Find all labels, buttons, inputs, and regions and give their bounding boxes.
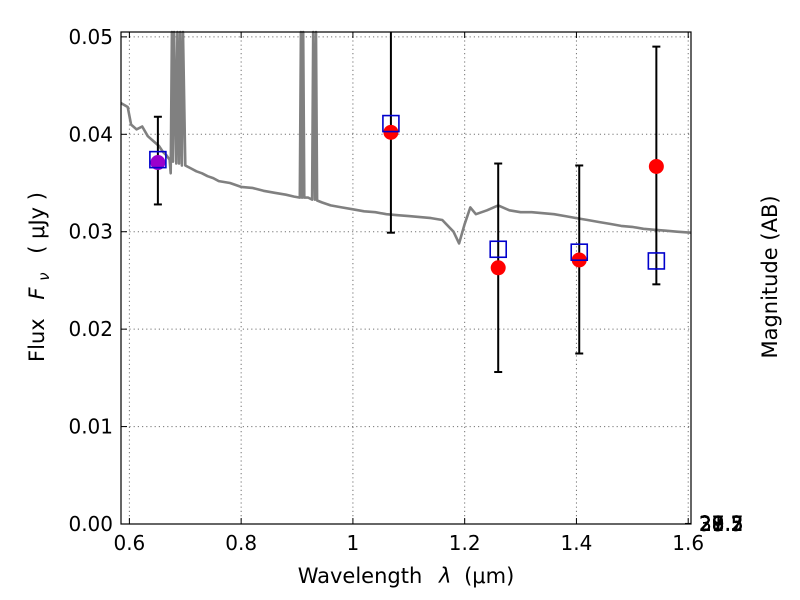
mag-tick-label: 28.5 <box>699 512 744 536</box>
y-tick-label: 0.04 <box>68 122 113 146</box>
observed-flux-point <box>648 158 664 174</box>
observed-flux-points <box>150 124 664 276</box>
y-axis-label-subscript: ν <box>35 272 53 280</box>
x-axis-label: Wavelength λ (μm) <box>298 564 515 588</box>
model-flux-square <box>489 240 508 259</box>
model-flux-square <box>647 252 666 270</box>
x-tick-label: 0.8 <box>225 531 257 555</box>
y-axis-label-symbol: F <box>25 287 49 300</box>
y-tick-label: 0.00 <box>68 512 113 536</box>
x-tick-label: 1.2 <box>449 531 481 555</box>
mag-tick-label: 29 <box>699 512 724 536</box>
y-tick-label: 0.03 <box>68 220 113 244</box>
mag-tick-label: 28 <box>699 512 724 536</box>
grid-lines <box>121 32 691 525</box>
axis-ticks: 0.6 0.8 1 1.2 1.4 1.6 0.00 0.01 0.02 0.03 0.04 0.05… <box>68 25 743 555</box>
mag-tick-label: 31 <box>699 512 724 536</box>
model-flux-square <box>149 150 167 169</box>
mag-tick-label: 28.2 <box>699 512 744 536</box>
y-axis-label-text: Flux <box>25 318 49 362</box>
y-axis-label: Flux F ν ( μJy ) <box>25 192 54 362</box>
y-tick-label: 0.02 <box>68 317 113 341</box>
model-flux-points <box>149 114 666 270</box>
x-tick-label: 0.6 <box>113 531 145 555</box>
mag-tick-label: 27.5 <box>699 512 744 536</box>
plot-series <box>120 30 692 374</box>
observed-flux-point <box>490 260 506 276</box>
model-spectrum-line <box>120 30 692 245</box>
x-tick-label: 1.4 <box>561 531 593 555</box>
y2-axis-label: Magnitude (AB) <box>758 195 782 358</box>
x-axis-label-text: Wavelength <box>298 564 423 588</box>
observed-error-bars <box>153 32 661 374</box>
x-axis-label-symbol: λ <box>438 564 451 588</box>
mag-tick-label: 29.5 <box>699 512 744 536</box>
mag-tick-label: 27.2 <box>699 511 744 535</box>
model-flux-square <box>382 114 400 133</box>
plot-frame <box>120 31 692 525</box>
y-axis-label-unit: ( μJy ) <box>25 192 49 254</box>
mag-tick-label: 27.7 <box>699 512 744 536</box>
x-tick-label: 1.6 <box>672 531 704 555</box>
mag-tick-label: 27.3 <box>699 511 744 535</box>
x-axis-label-unit: (μm) <box>464 564 514 588</box>
model-flux-square <box>570 243 589 261</box>
x-tick-label: 1 <box>347 531 360 555</box>
y-tick-label: 0.01 <box>68 415 113 439</box>
y-tick-label: 0.05 <box>68 25 113 49</box>
mag-tick-label: 30 <box>699 512 724 536</box>
observed-flux-point <box>150 155 166 171</box>
